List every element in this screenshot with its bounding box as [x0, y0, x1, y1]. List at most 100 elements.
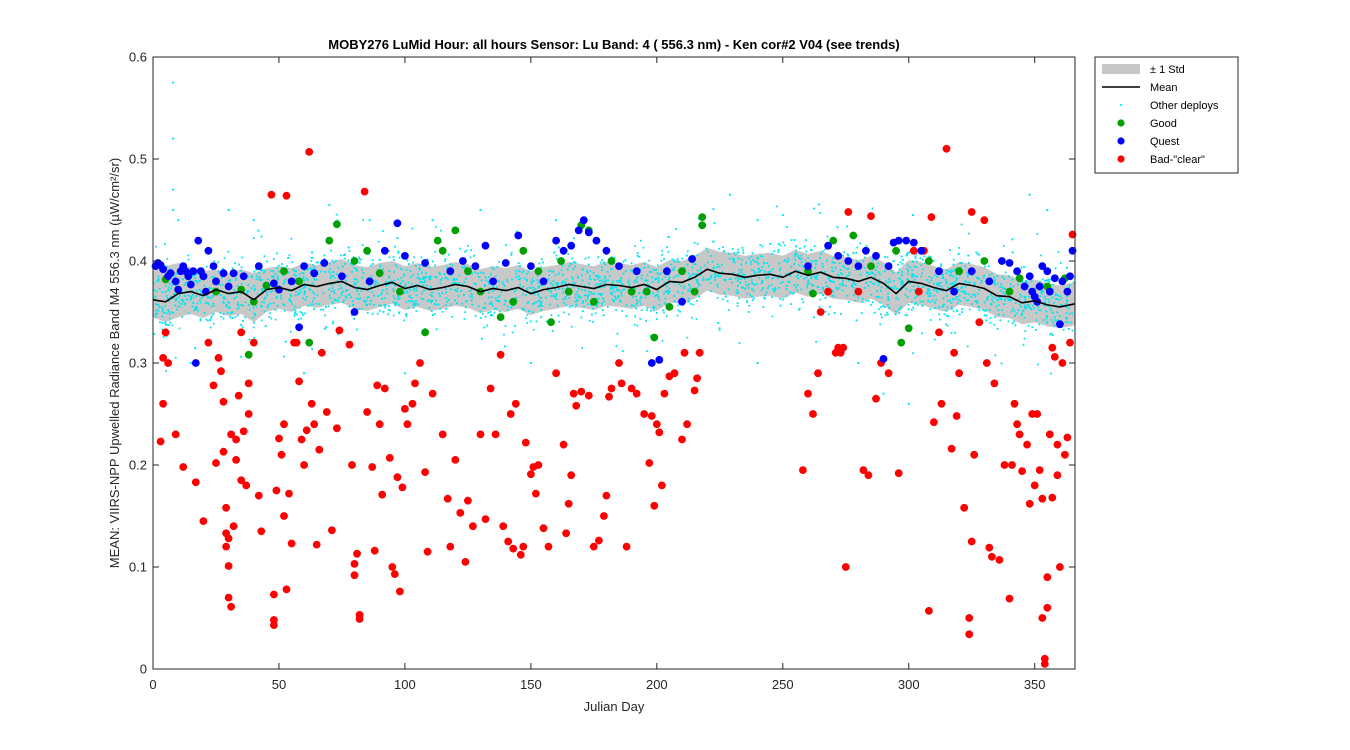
other-deploys-point — [561, 288, 564, 290]
bad-clear-point — [295, 377, 303, 386]
other-deploys-point — [209, 326, 212, 329]
other-deploys-point — [290, 237, 293, 240]
other-deploys-point — [746, 301, 748, 303]
other-deploys-point — [821, 265, 824, 268]
other-deploys-point — [545, 320, 548, 323]
other-deploys-point — [518, 270, 521, 272]
other-deploys-point — [689, 275, 691, 278]
other-deploys-point — [900, 274, 903, 277]
other-deploys-point — [1056, 298, 1059, 300]
other-deploys-point — [832, 295, 835, 298]
good-point — [244, 350, 253, 359]
other-deploys-point — [646, 283, 648, 286]
other-deploys-point — [299, 310, 302, 313]
other-deploys-point — [152, 282, 155, 285]
other-deploys-point — [787, 257, 790, 260]
other-deploys-point — [928, 281, 931, 283]
other-deploys-point — [731, 257, 734, 260]
other-deploys-point — [779, 244, 782, 247]
other-deploys-point — [455, 289, 457, 292]
other-deploys-point — [430, 301, 432, 304]
other-deploys-point — [955, 273, 957, 276]
other-deploys-point — [828, 278, 830, 281]
other-deploys-point — [182, 300, 184, 303]
other-deploys-point — [804, 259, 807, 262]
other-deploys-point — [888, 278, 891, 280]
other-deploys-point — [196, 302, 199, 305]
other-deploys-point — [1054, 319, 1056, 321]
good-point — [534, 267, 543, 276]
other-deploys-point — [635, 303, 638, 305]
other-deploys-point — [1036, 232, 1039, 235]
other-deploys-point — [952, 275, 955, 278]
quest-point — [501, 259, 510, 267]
other-deploys-point — [710, 274, 713, 277]
legend-marker-swatch — [1117, 119, 1125, 127]
other-deploys-point — [537, 281, 540, 284]
other-deploys-point — [414, 302, 417, 305]
bad-clear-point — [335, 326, 344, 335]
other-deploys-point — [435, 328, 438, 331]
other-deploys-point — [247, 284, 250, 286]
other-deploys-point — [585, 299, 588, 302]
other-deploys-point — [164, 243, 166, 246]
other-deploys-point — [907, 308, 910, 311]
other-deploys-point — [836, 226, 839, 229]
other-deploys-point — [854, 283, 857, 286]
other-deploys-point — [323, 258, 326, 260]
other-deploys-point — [640, 303, 642, 305]
other-deploys-point — [530, 283, 533, 286]
y-tick-label: 0.2 — [129, 458, 147, 473]
other-deploys-point — [458, 274, 461, 277]
other-deploys-point — [198, 280, 201, 282]
other-deploys-point — [343, 299, 345, 302]
other-deploys-point — [375, 280, 377, 283]
other-deploys-point — [600, 282, 602, 285]
quest-point — [166, 269, 175, 278]
other-deploys-point — [527, 310, 530, 313]
x-tick-label: 150 — [520, 677, 542, 692]
other-deploys-point — [811, 284, 814, 286]
other-deploys-point — [655, 278, 658, 280]
other-deploys-point — [953, 269, 956, 271]
other-deploys-point — [942, 304, 944, 307]
other-deploys-point — [1019, 303, 1021, 306]
other-deploys-point — [1007, 275, 1010, 278]
other-deploys-point — [757, 257, 759, 260]
other-deploys-point — [438, 292, 440, 295]
other-deploys-point — [258, 277, 261, 280]
other-deploys-point — [646, 279, 649, 282]
other-deploys-point — [168, 324, 170, 326]
other-deploys-point — [897, 287, 900, 290]
other-deploys-point — [536, 300, 539, 303]
other-deploys-point — [297, 318, 300, 321]
bad-clear-point — [1068, 230, 1077, 239]
other-deploys-point — [184, 302, 187, 304]
other-deploys-point — [938, 284, 941, 287]
good-point — [564, 287, 573, 296]
other-deploys-point — [761, 266, 764, 268]
other-deploys-point — [1066, 321, 1069, 323]
other-deploys-point — [691, 316, 693, 319]
other-deploys-point — [330, 283, 333, 285]
other-deploys-point — [569, 262, 572, 265]
bad-clear-point — [232, 455, 240, 464]
other-deploys-point — [967, 299, 970, 301]
other-deploys-point — [863, 266, 866, 269]
other-deploys-point — [394, 245, 396, 248]
other-deploys-point — [616, 332, 619, 335]
other-deploys-point — [430, 285, 432, 288]
other-deploys-point — [222, 313, 225, 315]
other-deploys-point — [713, 275, 716, 278]
other-deploys-point — [832, 270, 835, 273]
other-deploys-point — [740, 278, 742, 280]
bad-clear-point — [539, 524, 548, 533]
y-tick-label: 0.4 — [129, 254, 147, 269]
other-deploys-point — [164, 321, 167, 324]
other-deploys-point — [728, 193, 731, 196]
other-deploys-point — [309, 267, 312, 270]
bad-clear-point — [232, 435, 240, 444]
other-deploys-point — [235, 277, 237, 280]
other-deploys-point — [978, 309, 981, 312]
other-deploys-point — [824, 271, 827, 273]
